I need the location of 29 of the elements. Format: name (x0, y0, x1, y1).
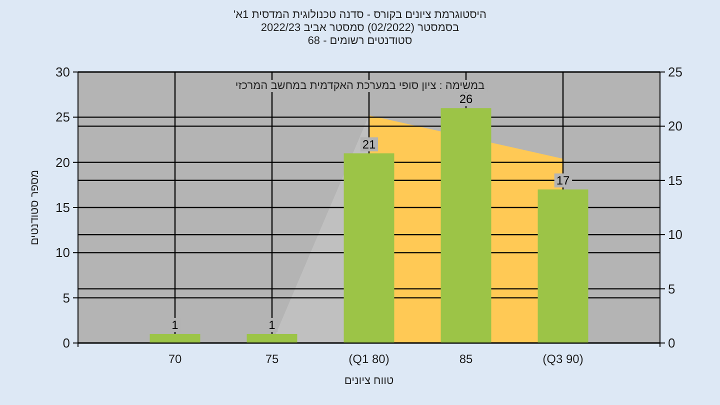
data-label: 21 (362, 137, 376, 152)
annotation: סטודנטים רשומים - 68 (308, 35, 412, 47)
y2-tick-label: 5 (668, 281, 676, 296)
x-tick-label: (Q3 90) (542, 352, 584, 366)
y2-tick-label: 0 (668, 336, 676, 350)
x-tick-label: (Q1 80) (348, 352, 390, 366)
data-label: 1 (172, 318, 178, 332)
y-tick-label: 20 (56, 154, 70, 170)
title: 'היסטוגרמת ציונים בקורס - סדנה טכנולוגית המדסית 1א (234, 9, 486, 21)
y-tick-label: 15 (56, 200, 70, 215)
y-tick-label: 30 (56, 64, 70, 80)
x-tick-label: 85 (459, 352, 473, 366)
data-label: 1 (268, 318, 276, 332)
x-tick-label: 75 (265, 352, 279, 366)
y2-tick-label: 25 (668, 64, 682, 80)
y-tick-label: 25 (56, 110, 70, 125)
y2-tick-label: 20 (668, 118, 682, 134)
subtitle: בסמסטר (02/2022) סמסטר אביב 2022/23 (260, 22, 460, 34)
y2-tick-label: 15 (668, 172, 682, 188)
y-tick-label: 10 (56, 245, 70, 260)
xlabel: טווח ציונים (344, 375, 394, 387)
ylabel: מספר סטודנטים (29, 170, 41, 246)
annotation: במשימה : ציון סופי במערכת האקדמית במחשב המרכזי (235, 80, 485, 92)
data-label: 17 (556, 173, 570, 188)
data-label: 26 (459, 92, 473, 106)
y-tick-label: 0 (62, 336, 70, 350)
y2-tick-label: 10 (668, 227, 682, 242)
y-tick-label: 5 (62, 290, 70, 306)
x-tick-label: 70 (168, 352, 182, 366)
